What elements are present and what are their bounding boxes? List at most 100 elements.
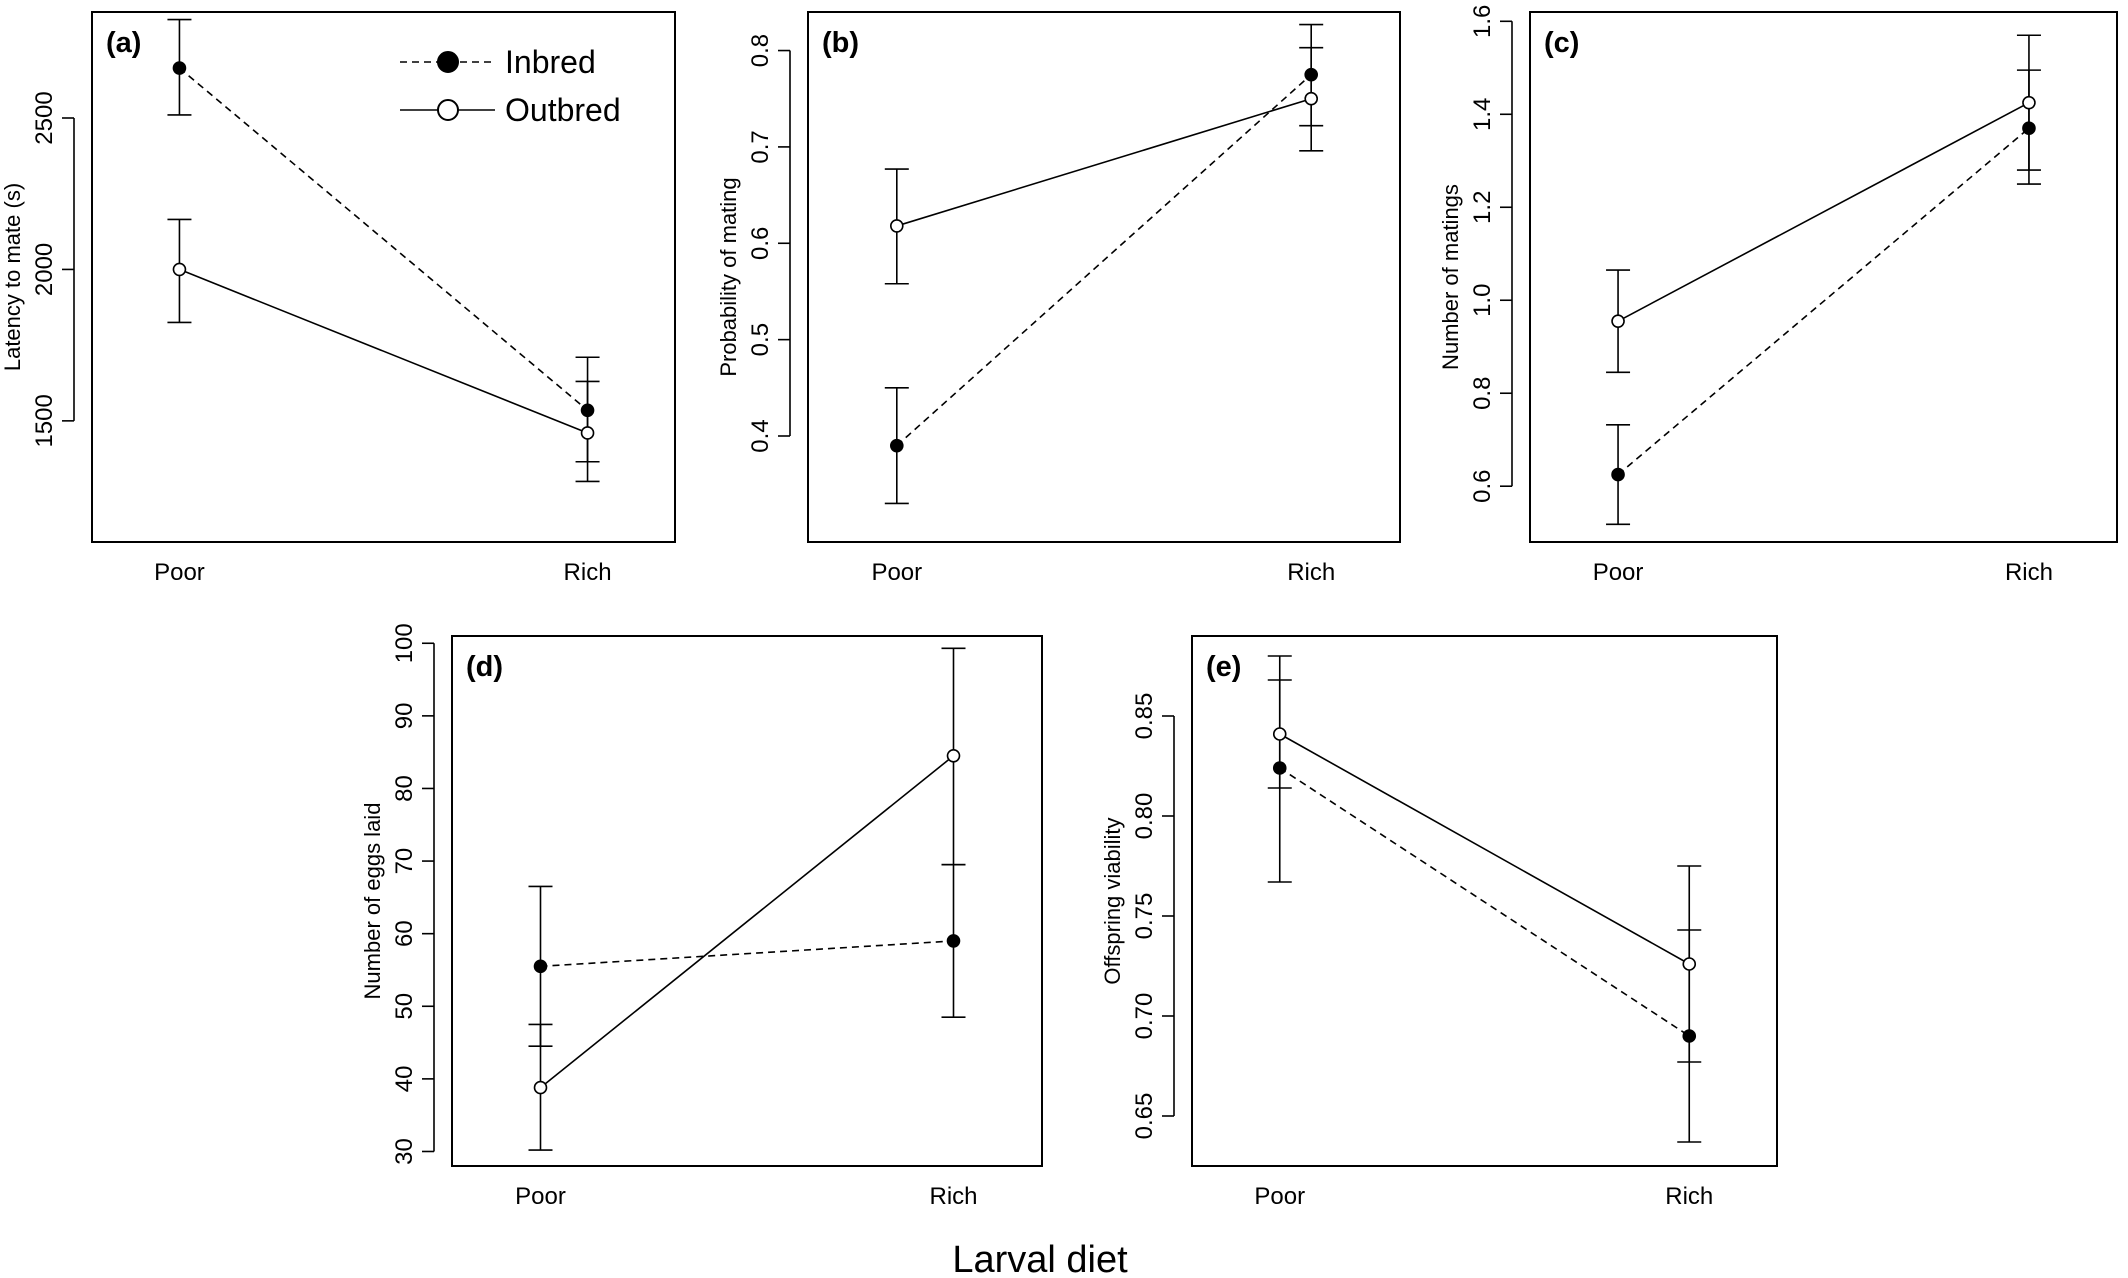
data-point-inbred — [2022, 121, 2036, 136]
y-axis-label: Offspring viability — [1100, 817, 1125, 984]
data-point-inbred — [533, 959, 548, 974]
data-point-inbred — [889, 438, 904, 453]
data-point-outbred — [1682, 957, 1697, 971]
data-point-outbred — [533, 1080, 548, 1095]
x-category-label: Poor — [871, 559, 922, 586]
y-tick-label: 2000 — [31, 243, 58, 296]
data-point-inbred — [1272, 761, 1287, 775]
y-tick-label: 0.65 — [1131, 1093, 1158, 1140]
x-category-label: Poor — [515, 1183, 566, 1210]
x-category-label: Rich — [2005, 559, 2053, 586]
series-line-outbred — [539, 755, 955, 1089]
y-axis-label: Latency to mate (s) — [0, 183, 25, 371]
plot-frame — [1191, 635, 1778, 1167]
y-axis-label: Number of matings — [1438, 184, 1463, 370]
y-tick-label: 0.8 — [1469, 377, 1496, 410]
data-point-outbred — [1611, 314, 1625, 328]
series-line-outbred — [896, 97, 1312, 227]
y-axis-label: Probability of mating — [716, 177, 741, 376]
plot-frame — [451, 635, 1043, 1167]
y-tick-label: 0.80 — [1131, 793, 1158, 840]
plot-frame — [1529, 11, 2118, 543]
y-tick-label: 0.7 — [747, 130, 774, 163]
series-line-inbred — [1617, 127, 2030, 476]
shared-x-axis-label: Larval diet — [952, 1239, 1128, 1278]
x-category-label: Rich — [1287, 559, 1335, 586]
y-tick-label: 0.75 — [1131, 893, 1158, 940]
panel-tag: (a) — [106, 27, 141, 59]
x-category-label: Rich — [564, 559, 612, 586]
series-line-inbred — [540, 940, 954, 968]
data-point-outbred — [172, 262, 187, 277]
series-outbred — [884, 46, 1324, 285]
y-tick-label: 0.8 — [747, 34, 774, 67]
data-point-inbred — [172, 61, 187, 75]
y-tick-label: 0.85 — [1131, 693, 1158, 740]
y-tick-label: 80 — [391, 775, 418, 802]
y-tick-label: 0.70 — [1131, 993, 1158, 1040]
x-category-label: Rich — [1665, 1183, 1713, 1210]
data-point-inbred — [1682, 1029, 1697, 1043]
series-inbred — [1267, 655, 1702, 1143]
panel-tag: (c) — [1544, 27, 1579, 59]
data-point-inbred — [946, 934, 961, 948]
data-point-outbred — [2022, 95, 2036, 110]
y-tick-label: 0.4 — [747, 419, 774, 452]
y-tick-label: 0.6 — [747, 227, 774, 260]
data-point-inbred — [580, 403, 595, 418]
y-tick-label: 1.4 — [1469, 98, 1496, 131]
y-axis-label: Number of eggs laid — [360, 803, 385, 1000]
legend: Inbred Outbred — [400, 44, 621, 128]
panel-d: (d) 30 40 50 60 70 80 90 100 Number of eggs laid P… — [360, 623, 1043, 1210]
panel-tag: (e) — [1206, 651, 1241, 683]
y-tick-label: 30 — [391, 1138, 418, 1165]
y-tick-label: 1.0 — [1469, 284, 1496, 317]
data-point-outbred — [889, 219, 904, 233]
y-tick-label: 0.6 — [1469, 470, 1496, 503]
y-tick-label: 1.6 — [1469, 5, 1496, 38]
plot-frame — [91, 11, 676, 543]
panel-tag: (b) — [822, 27, 859, 59]
data-point-outbred — [1304, 91, 1318, 106]
x-category-label: Rich — [929, 1183, 977, 1210]
y-tick-label: 100 — [391, 623, 418, 663]
x-category-label: Poor — [1254, 1183, 1305, 1210]
plot-frame — [807, 11, 1401, 543]
y-tick-label: 60 — [391, 920, 418, 947]
y-tick-label: 2500 — [31, 91, 58, 144]
y-tick-label: 0.5 — [747, 323, 774, 356]
series-line-outbred — [1279, 733, 1690, 965]
series-inbred — [528, 863, 966, 1048]
data-point-outbred — [946, 748, 961, 763]
y-tick-label: 1.2 — [1469, 191, 1496, 224]
series-inbred — [884, 23, 1324, 505]
legend-label: Outbred — [505, 92, 621, 128]
x-category-label: Poor — [1593, 559, 1644, 586]
series-inbred — [167, 18, 600, 463]
panel-b: (b) 0.4 0.5 0.6 0.7 0.8 Probability of mating P… — [716, 11, 1401, 586]
series-line-outbred — [1617, 101, 2030, 322]
series-inbred — [1606, 69, 2041, 526]
y-tick-label: 50 — [391, 993, 418, 1020]
panel-tag: (d) — [466, 651, 503, 683]
y-tick-label: 40 — [391, 1066, 418, 1093]
legend-marker — [437, 51, 459, 73]
data-point-inbred — [1304, 67, 1318, 82]
series-line-inbred — [896, 74, 1312, 447]
series-line-outbred — [179, 268, 588, 434]
panel-a: (a) 1500 2000 2500 Latency to mate (s) Poor Ri… — [0, 11, 676, 586]
panel-c: (c) 0.6 0.8 1.0 1.2 1.4 1.6 Number of matings Po… — [1438, 5, 2118, 586]
y-tick-label: 70 — [391, 848, 418, 875]
panels-group: (a) 1500 2000 2500 Latency to mate (s) Poor Ri… — [0, 5, 2118, 1210]
series-outbred — [1606, 34, 2041, 374]
data-point-outbred — [1272, 727, 1287, 741]
y-tick-label: 1500 — [31, 394, 58, 447]
panel-e: (e) 0.65 0.70 0.75 0.80 0.85 Offspring viabili… — [1100, 635, 1778, 1210]
series-line-inbred — [178, 67, 589, 411]
data-point-inbred — [1611, 467, 1625, 482]
legend-item-outbred: Outbred — [400, 92, 621, 128]
x-category-label: Poor — [154, 559, 205, 586]
y-tick-label: 90 — [391, 703, 418, 730]
series-line-inbred — [1279, 767, 1690, 1037]
